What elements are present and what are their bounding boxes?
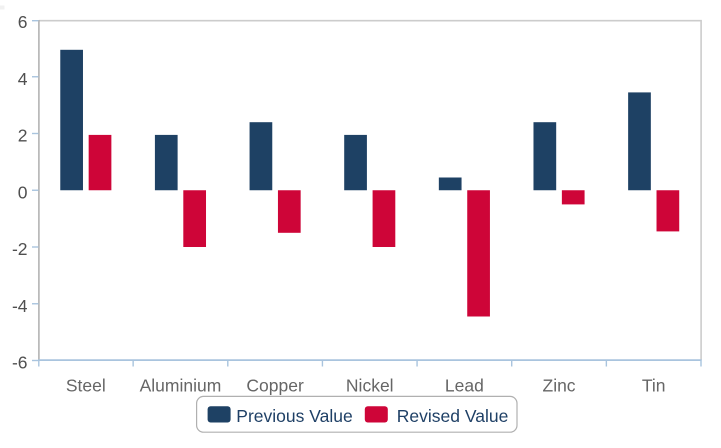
svg-text:-4: -4 [12,296,28,316]
svg-text:Copper: Copper [246,376,304,396]
svg-text:2: 2 [18,126,28,146]
svg-text:4: 4 [18,69,28,89]
svg-text:Previous Value: Previous Value [236,406,352,426]
svg-text:Zinc: Zinc [543,376,576,396]
svg-text:Lead: Lead [445,376,484,396]
svg-text:0: 0 [18,182,28,202]
svg-text:-6: -6 [12,353,28,373]
svg-text:6: 6 [18,12,28,32]
svg-text:Steel: Steel [66,376,106,396]
svg-text:-2: -2 [12,239,28,259]
svg-text:Aluminium: Aluminium [140,376,222,396]
svg-text:Revised Value: Revised Value [397,406,509,426]
svg-text:Tin: Tin [642,376,666,396]
svg-text:Nickel: Nickel [346,376,394,396]
